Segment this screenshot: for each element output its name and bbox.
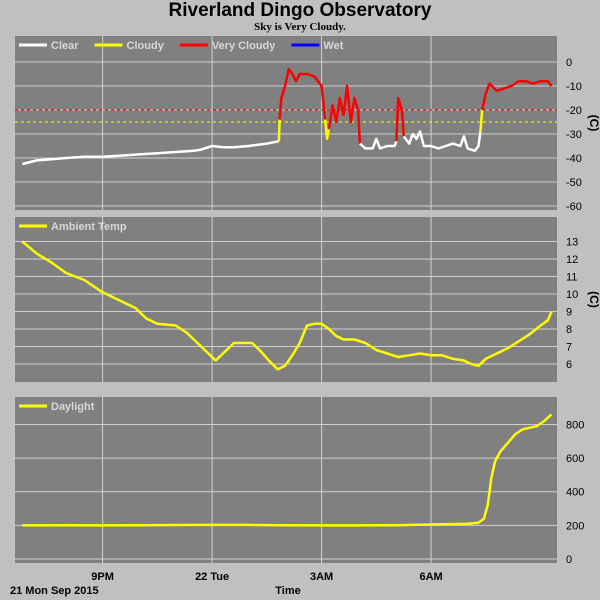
y-tick-label: 11 <box>566 272 577 284</box>
y-tick-label: 7 <box>566 342 572 354</box>
series-line-cloudy <box>479 109 484 132</box>
y-tick-label: 600 <box>566 453 584 465</box>
x-tick-label: 9PM <box>91 571 114 583</box>
y-tick-label: 9 <box>566 307 572 319</box>
legend-label: Ambient Temp <box>51 221 127 233</box>
series-line-very-cloudy <box>327 84 362 144</box>
y-tick-label: 12 <box>566 254 578 266</box>
y-tick-label: 6 <box>566 359 572 371</box>
date-label: 21 Mon Sep 2015 <box>10 585 99 597</box>
panel-daylight: 800 600 400 200 0 Daylight <box>15 397 584 566</box>
series-line-clear <box>359 137 398 150</box>
series-line-daylight <box>22 413 553 527</box>
series-line-cloudy <box>277 119 281 142</box>
y-tick-label: 13 <box>566 237 578 249</box>
y-tick-label: -30 <box>566 129 582 141</box>
legend-label: Daylight <box>51 401 95 413</box>
x-tick-label: 22 Tue <box>195 571 229 583</box>
series-line-clear <box>402 130 482 153</box>
panel-background <box>15 36 557 210</box>
y-tick-label: 10 <box>566 289 578 301</box>
chart-subtitle: Sky is Very Cloudy. <box>254 21 346 33</box>
legend-label: Clear <box>51 40 79 52</box>
y-tick-label: -50 <box>566 177 582 189</box>
y-tick-label: 0 <box>566 554 572 566</box>
chart-title: Riverland Dingo Observatory <box>168 0 432 21</box>
series-line-very-cloudy <box>395 96 405 142</box>
panel-background <box>15 217 557 382</box>
series-line-very-cloudy <box>480 79 553 111</box>
legend-label: Cloudy <box>127 40 165 52</box>
y-tick-label: 400 <box>566 487 584 499</box>
y-tick-label: -40 <box>566 153 582 165</box>
x-tick-label: 3AM <box>310 571 333 583</box>
legend-label: Wet <box>323 40 343 52</box>
series-line-ambient-temp <box>21 240 553 371</box>
y-axis-unit: (C) <box>587 115 600 132</box>
series-line-cloudy <box>323 119 331 141</box>
panel-ambient: 13 12 11 10 9 8 7 6 Ambient Temp (C) <box>15 217 600 382</box>
series-line-very-cloudy <box>278 67 327 120</box>
y-tick-label: -10 <box>566 81 582 93</box>
y-tick-label: 200 <box>566 520 584 532</box>
y-tick-label: -20 <box>566 105 582 117</box>
y-axis-unit: (C) <box>587 291 600 308</box>
y-tick-label: 800 <box>566 419 584 431</box>
x-tick-label: 6AM <box>419 571 442 583</box>
x-axis-label: Time <box>275 585 300 597</box>
series-line-clear <box>22 139 280 166</box>
y-tick-label: -60 <box>566 201 582 213</box>
y-tick-label: 8 <box>566 324 572 336</box>
panel-sky: 0 -10 -20 -30 -40 -50 -60 Clear Cloudy Very Cloud… <box>15 36 600 213</box>
legend-label: Very Cloudy <box>212 40 276 52</box>
y-tick-label: 0 <box>566 57 572 69</box>
panel-background <box>15 397 557 563</box>
